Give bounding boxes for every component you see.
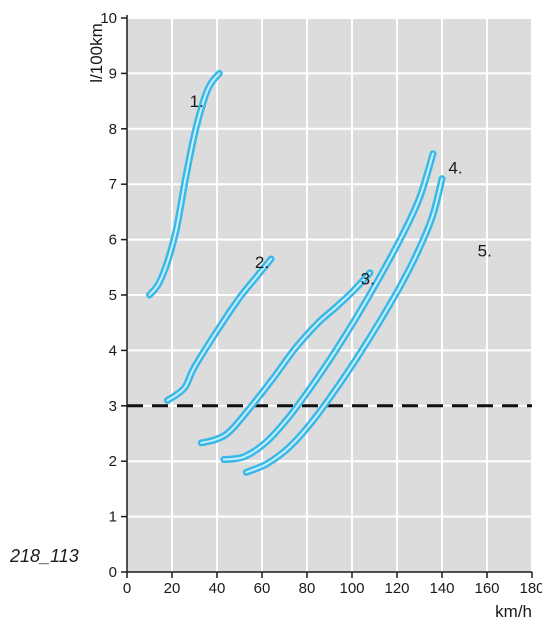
figure-id: 218_113 — [9, 546, 79, 566]
x-tick-label: 80 — [299, 580, 316, 597]
y-tick-label: 0 — [109, 564, 117, 581]
y-tick-label: 10 — [100, 10, 117, 27]
y-tick-label: 1 — [109, 509, 117, 526]
y-tick-label: 5 — [109, 287, 117, 304]
y-tick-label: 8 — [109, 121, 117, 138]
axes — [121, 15, 533, 578]
y-axis-title: l/100km — [87, 23, 106, 83]
x-tick-label: 180 — [519, 580, 542, 597]
x-tick-label: 40 — [209, 580, 226, 597]
y-tick-label: 3 — [109, 398, 117, 415]
x-tick-label: 160 — [474, 580, 499, 597]
x-tick-label: 100 — [339, 580, 364, 597]
y-tick-label: 9 — [109, 65, 117, 82]
curve-4-highlight — [222, 152, 434, 461]
curve-2-highlight — [166, 258, 272, 402]
x-tick-label: 120 — [384, 580, 409, 597]
curves — [146, 69, 446, 476]
curve-1-highlight — [148, 72, 221, 296]
curve-labels: 1. 2. 3. 4. 5. — [190, 92, 492, 288]
y-tick-label: 4 — [109, 342, 117, 359]
curve-label-1: 1. — [190, 92, 204, 111]
x-tick-label: 140 — [429, 580, 454, 597]
curve-3-highlight — [200, 271, 371, 444]
x-tick-label: 20 — [164, 580, 181, 597]
curve-label-3: 3. — [361, 269, 375, 288]
curve-label-2: 2. — [255, 253, 269, 272]
curve-5-highlight — [245, 177, 443, 474]
y-tick-label: 6 — [109, 232, 117, 249]
x-axis-title: km/h — [495, 602, 532, 621]
curve-label-4: 4. — [448, 159, 462, 178]
y-tick-label: 7 — [109, 176, 117, 193]
curve-label-5: 5. — [478, 242, 492, 261]
y-tick-label: 2 — [109, 453, 117, 470]
grid — [127, 17, 533, 572]
x-tick-label: 60 — [254, 580, 271, 597]
x-tick-label: 0 — [123, 580, 131, 597]
